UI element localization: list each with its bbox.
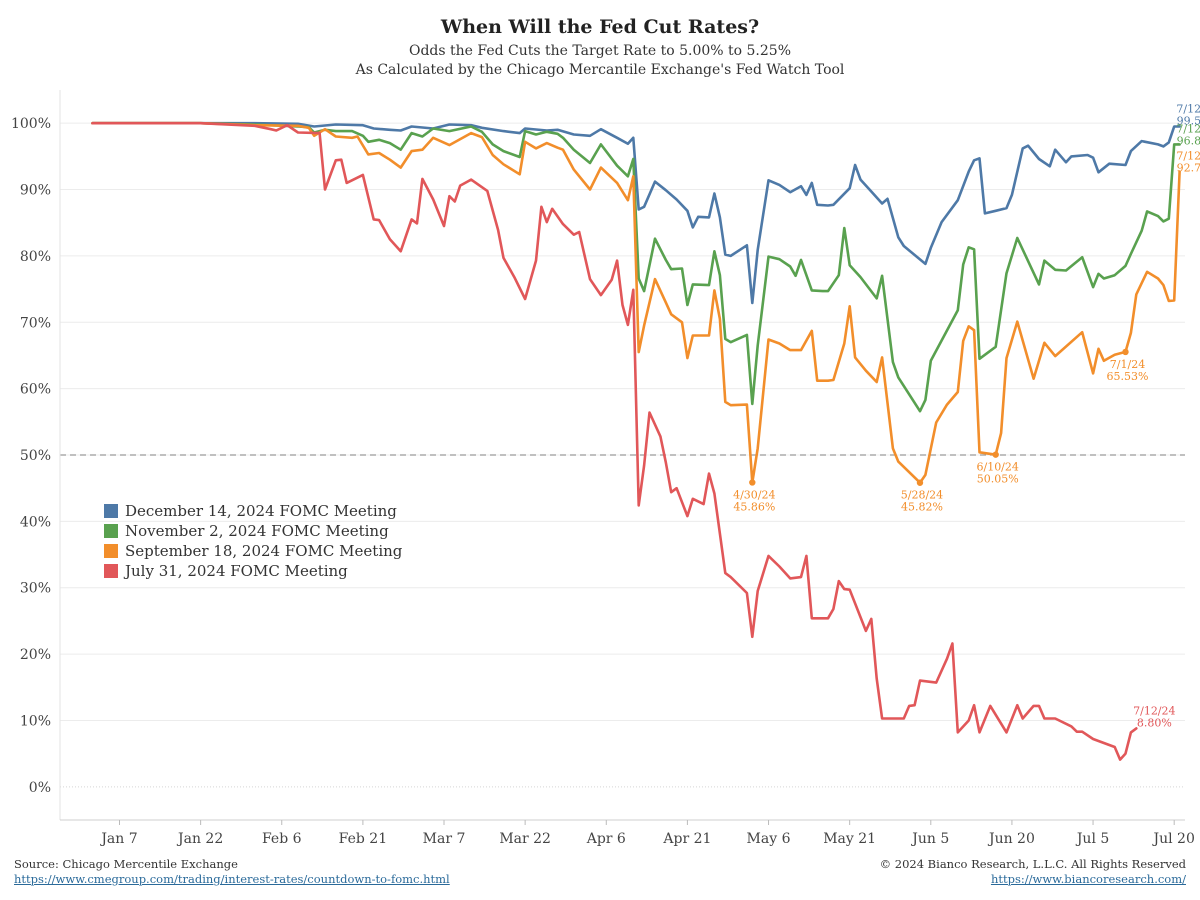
chart-subtitle-2: As Calculated by the Chicago Mercantile …	[355, 62, 845, 78]
legend-label: November 2, 2024 FOMC Meeting	[125, 522, 389, 540]
annotation-value: 99.50%	[1177, 115, 1200, 128]
x-tick-label: Mar 22	[499, 831, 551, 847]
legend-swatch	[104, 564, 118, 578]
legend-item-nov[interactable]: November 2, 2024 FOMC Meeting	[104, 521, 402, 541]
annotation-value: 45.82%	[901, 501, 943, 514]
x-tick-label: Jan 22	[176, 831, 223, 847]
annotation-date: 7/12/24	[1176, 103, 1200, 116]
copyright-note: © 2024 Bianco Research, L.L.C. All Right…	[879, 857, 1186, 871]
x-tick-label: Apr 21	[662, 831, 711, 847]
x-tick-label: Apr 6	[586, 831, 626, 847]
x-tick-label: Feb 6	[262, 831, 302, 847]
chart-subtitle: Odds the Fed Cuts the Target Rate to 5.0…	[408, 43, 792, 59]
annotation-marker	[1122, 348, 1129, 356]
x-tick-label: Feb 21	[339, 831, 387, 847]
x-tick-label: Jun 20	[987, 831, 1035, 847]
x-tick-label: May 21	[823, 831, 876, 847]
x-tick-label: Jan 7	[99, 831, 137, 847]
annotation-date: 7/12/24	[1133, 704, 1175, 717]
site-link[interactable]: https://www.biancoresearch.com/	[991, 872, 1186, 886]
legend-swatch	[104, 544, 118, 558]
y-tick-label: 50%	[20, 448, 51, 464]
legend-swatch	[104, 524, 118, 538]
annotation-value: 8.80%	[1137, 716, 1172, 729]
y-tick-label: 30%	[20, 581, 51, 597]
legend-item-sep[interactable]: September 18, 2024 FOMC Meeting	[104, 541, 402, 561]
y-tick-label: 100%	[11, 116, 51, 132]
annotation-marker	[992, 451, 999, 458]
series-layer	[91, 121, 1181, 761]
x-tick-label: Mar 7	[423, 831, 466, 847]
legend-item-dec[interactable]: December 14, 2024 FOMC Meeting	[104, 501, 402, 521]
y-tick-label: 40%	[20, 514, 51, 530]
x-tick-label: Jul 20	[1151, 831, 1194, 847]
y-tick-label: 80%	[20, 249, 51, 265]
legend: December 14, 2024 FOMC Meeting November …	[104, 501, 402, 581]
series-line-nov	[91, 121, 1181, 413]
annotation-value: 50.05%	[977, 473, 1019, 486]
annotation-date: 4/30/24	[733, 488, 775, 501]
x-tick-label: Jul 5	[1075, 831, 1109, 847]
y-tick-label: 90%	[20, 183, 51, 199]
legend-label: July 31, 2024 FOMC Meeting	[125, 562, 348, 580]
annotation-value: 92.70%	[1177, 162, 1200, 175]
series-line-dec	[91, 121, 1181, 305]
source-link[interactable]: https://www.cmegroup.com/trading/interes…	[14, 872, 450, 886]
legend-item-jul[interactable]: July 31, 2024 FOMC Meeting	[104, 561, 402, 581]
annotation-marker	[916, 479, 924, 486]
series-line-sep	[91, 121, 1181, 484]
axis-layer: 0% 10% 20% 30% 40% 50% 60% 70% 80% 90% 100% Jan 7 Ja…	[11, 90, 1195, 847]
series-line-jul	[91, 121, 1138, 761]
y-tick-label: 0%	[29, 780, 51, 796]
grid-layer	[60, 122, 1185, 788]
legend-label: December 14, 2024 FOMC Meeting	[125, 502, 397, 520]
y-tick-label: 10%	[20, 713, 51, 729]
y-tick-label: 70%	[20, 315, 51, 331]
y-tick-label: 60%	[20, 382, 51, 398]
annotation-date: 6/10/24	[976, 461, 1018, 474]
annotation-value: 96.80%	[1177, 134, 1200, 147]
y-tick-label: 20%	[20, 647, 51, 663]
source-url-link[interactable]: https://www.cmegroup.com/trading/interes…	[14, 872, 450, 886]
chart-title: When Will the Fed Cut Rates?	[440, 16, 760, 38]
source-note: Source: Chicago Mercentile Exchange	[14, 857, 238, 871]
annotation-value: 45.86%	[733, 500, 775, 513]
x-tick-label: May 6	[747, 831, 791, 847]
x-tick-label: Jun 5	[910, 831, 949, 847]
annotation-date: 5/28/24	[901, 489, 943, 502]
legend-label: September 18, 2024 FOMC Meeting	[125, 542, 403, 560]
annotation-date: 7/12/24	[1176, 122, 1200, 135]
legend-swatch	[104, 504, 118, 518]
site-url-link[interactable]: https://www.biancoresearch.com/	[990, 872, 1186, 886]
annotation-marker	[749, 479, 756, 486]
annotation-value: 65.53%	[1107, 370, 1149, 383]
annotation-date: 7/1/24	[1110, 358, 1145, 371]
annotation-date: 7/12/24	[1176, 150, 1200, 163]
